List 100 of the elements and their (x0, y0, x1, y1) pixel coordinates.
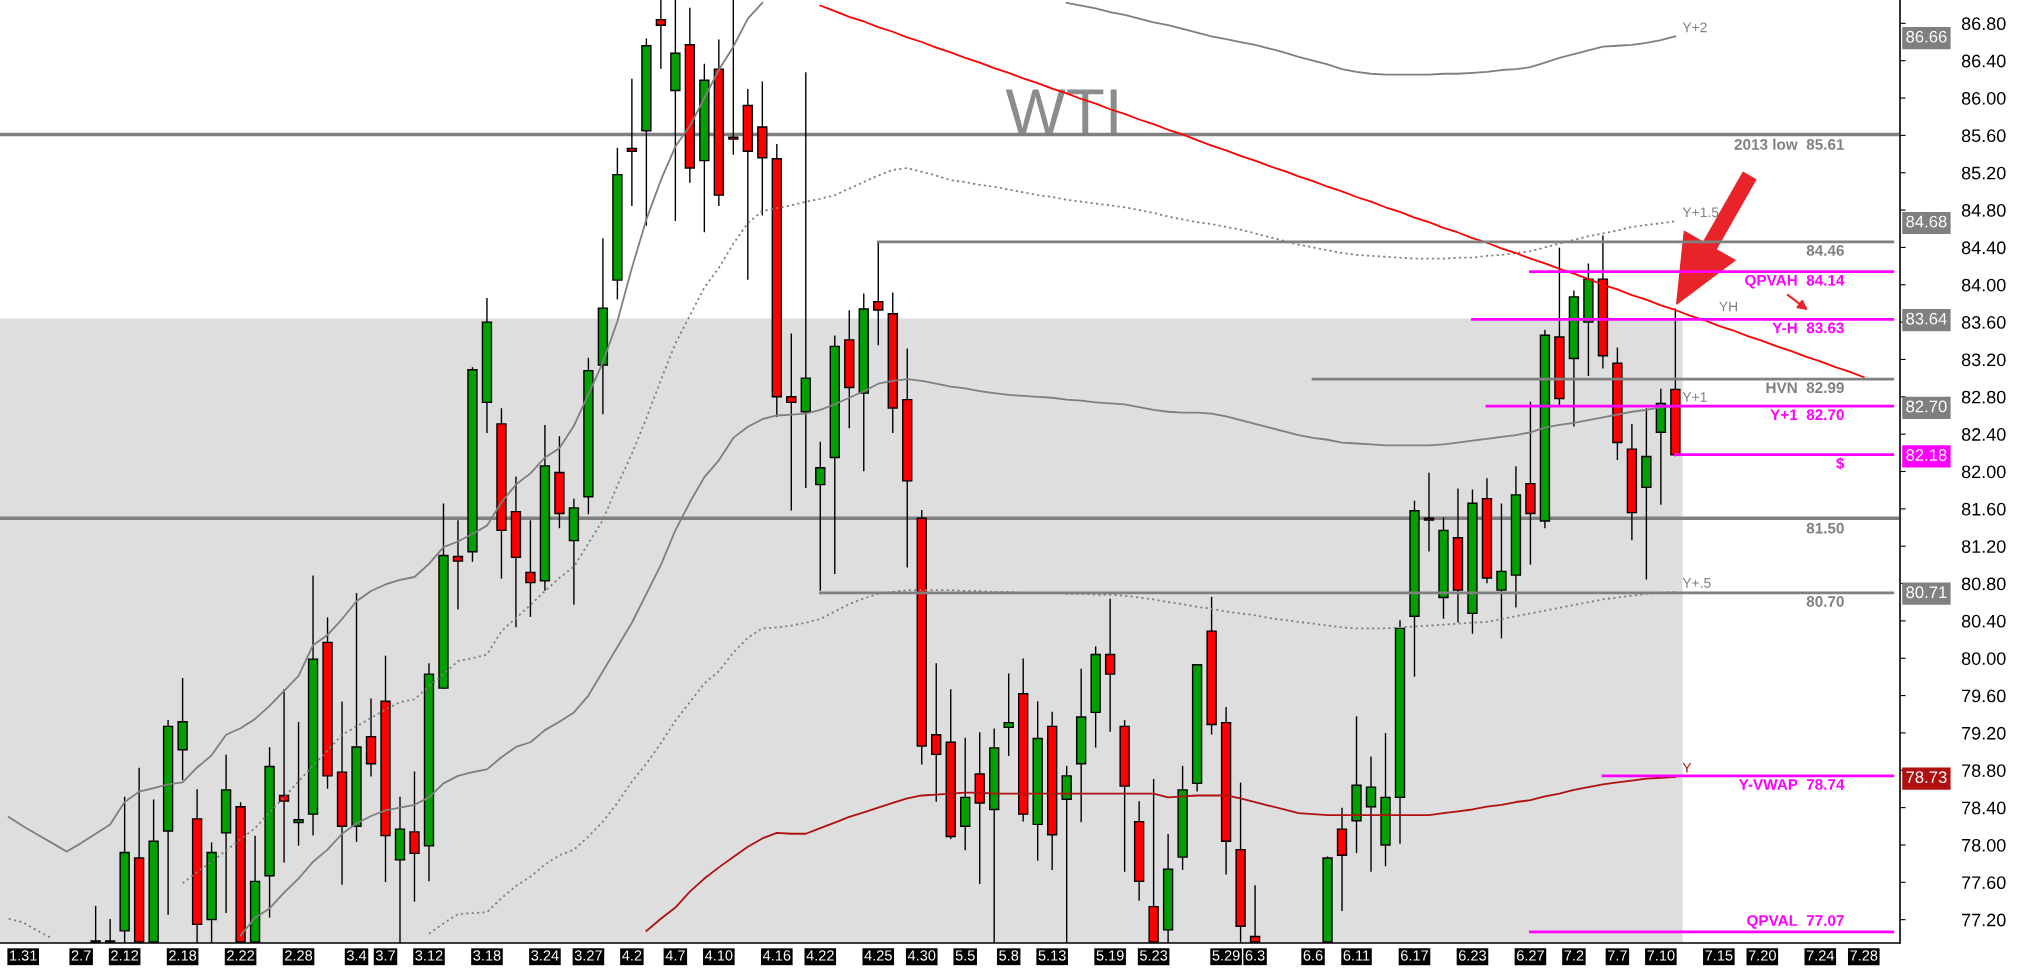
x-tick-label: 3.27 (574, 950, 602, 961)
series-label: QPVAL 77.07 (1747, 915, 1844, 929)
y-tick-label: 77.20 (1962, 913, 2006, 927)
ref-line-label: 81.50 (1806, 522, 1844, 534)
y-tick-label: 84.80 (1961, 204, 2006, 217)
y2-tick-label: 84.68 (1906, 215, 1947, 228)
x-tick-label: 6.11 (1343, 950, 1370, 961)
y2-tick-label: 82.18 (1906, 449, 1947, 461)
series-label: $ (1836, 457, 1845, 470)
x-tick-label: 7.15 (1705, 950, 1733, 961)
series-label: QPVAH 84.14 (1745, 274, 1845, 289)
y2-tick-label: 78.73 (1906, 771, 1947, 784)
y-tick-label: 81.60 (1961, 502, 2006, 516)
x-tick-label: 2.28 (285, 950, 313, 961)
series-label: HVN 82.99 (1766, 382, 1844, 394)
y-tick-label: 85.60 (1961, 129, 2006, 143)
candlestick (525, 520, 536, 617)
candlestick (1003, 673, 1014, 757)
line-series (645, 775, 1677, 932)
series-label: Y-H 83.63 (1772, 322, 1844, 334)
x-tick-label: 7.28 (1850, 950, 1878, 961)
x-tick-label: 5.5 (955, 950, 975, 961)
x-tick-label: 4.22 (806, 950, 834, 961)
y2-tick-label: 86.66 (1906, 30, 1947, 43)
candlestick (931, 663, 942, 802)
y-tick-label: 82.00 (1961, 465, 2006, 479)
series-label: Y+1 82.70 (1770, 409, 1844, 421)
y-tick-label: 79.20 (1962, 726, 2006, 740)
y-tick-label: 78.40 (1962, 801, 2006, 815)
series-label: Y+1.5 (1682, 207, 1719, 218)
candlestick (1423, 472, 1435, 552)
y-tick-label: 78.00 (1962, 838, 2006, 852)
x-tick-label: 3.7 (375, 950, 395, 961)
x-tick-label: 4.7 (665, 950, 685, 961)
y-tick-label: 82.40 (1961, 428, 2006, 441)
x-tick-label: 5.13 (1038, 950, 1066, 961)
y-tick-label: 77.60 (1962, 876, 2006, 890)
x-tick-label: 5.29 (1212, 950, 1240, 961)
y-tick-label: 82.80 (1961, 390, 2006, 404)
y2-tick-label: 80.71 (1906, 586, 1947, 599)
x-tick-label: 6.23 (1459, 950, 1487, 961)
x-tick-label: 2.18 (169, 950, 197, 961)
x-tick-label: 4.25 (864, 950, 892, 961)
series-label: Y+.5 (1682, 578, 1711, 588)
candlestick (786, 333, 797, 511)
candlestick (873, 241, 884, 346)
x-tick-label: 4.30 (907, 950, 936, 961)
y-tick-label: 86.00 (1961, 91, 2006, 105)
series-label: Y+1 (1682, 392, 1707, 402)
candlestick (815, 441, 826, 591)
x-tick-label: 3.18 (473, 950, 501, 961)
x-tick-label: 2.12 (111, 950, 139, 961)
x-tick-label: 7.24 (1806, 950, 1835, 961)
line-series (819, 4, 1865, 379)
x-tick-label: 7.10 (1647, 950, 1675, 961)
x-tick-label: 6.17 (1401, 950, 1428, 961)
x-tick-label: 6.6 (1303, 950, 1323, 961)
series-label: 84.46 (1806, 245, 1844, 256)
band-label: YH (1719, 301, 1737, 312)
y-tick-label: 86.40 (1961, 54, 2006, 68)
x-tick-label: 2.22 (227, 950, 255, 961)
y-tick-label: 80.80 (1961, 577, 2006, 591)
x-tick-label: 3.12 (415, 950, 443, 961)
series-label: Y+2 (1682, 22, 1707, 33)
y2-tick-label: 83.64 (1906, 312, 1947, 325)
y-tick-label: 83.60 (1961, 316, 2006, 329)
candlestick (1104, 598, 1116, 732)
series-label: Y-VWAP 78.74 (1738, 779, 1845, 790)
y-tick-label: 78.80 (1962, 764, 2006, 777)
series-label: Y (1682, 762, 1692, 773)
ref-line-label: 2013 low 85.61 (1734, 138, 1845, 150)
y-tick-label: 84.00 (1961, 278, 2006, 292)
y-tick-label: 83.20 (1961, 353, 2006, 367)
x-tick-label: 5.23 (1140, 950, 1168, 961)
y-tick-label: 85.20 (1961, 166, 2006, 180)
candlestick (1496, 503, 1507, 639)
x-tick-label: 7.20 (1748, 950, 1776, 961)
x-tick-label: 3.4 (346, 950, 367, 961)
x-tick-label: 7.7 (1608, 950, 1627, 961)
y-tick-label: 79.60 (1962, 689, 2006, 703)
y-tick-label: 86.80 (1961, 17, 2006, 31)
x-tick-label: 1.31 (10, 950, 37, 961)
x-tick-label: 7.2 (1564, 950, 1584, 961)
y-tick-label: 81.20 (1961, 540, 2006, 553)
x-tick-label: 4.16 (762, 950, 791, 961)
x-tick-label: 4.10 (704, 950, 733, 961)
series-label: 80.70 (1806, 596, 1844, 607)
candlestick (452, 520, 464, 610)
x-tick-label: 5.19 (1096, 950, 1124, 961)
x-tick-label: 4.2 (622, 950, 642, 961)
candlestick (278, 689, 290, 863)
x-tick-label: 5.8 (999, 950, 1019, 961)
candlestick (293, 721, 304, 846)
candlestick (655, 0, 667, 69)
candlestick (409, 771, 420, 902)
y-tick-label: 80.00 (1961, 652, 2006, 665)
x-tick-label: 3.24 (531, 950, 559, 961)
candlestick (1365, 756, 1377, 872)
y-tick-label: 84.40 (1961, 241, 2006, 255)
x-tick-label: 6.3 (1245, 950, 1265, 961)
